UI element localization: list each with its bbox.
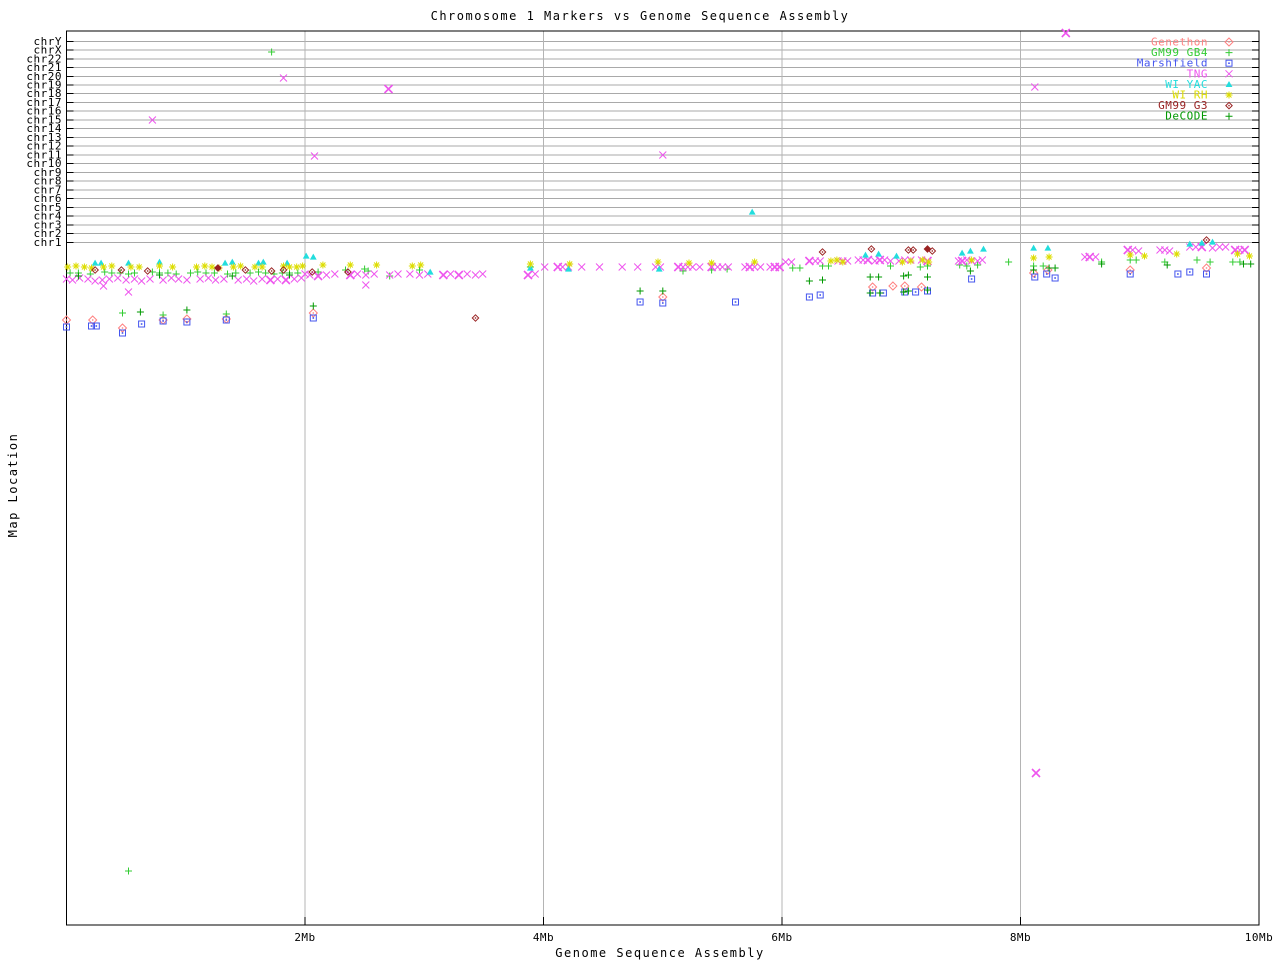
svg-text:TNG: TNG [1187,67,1208,80]
svg-text:chrY: chrY [34,35,63,48]
svg-text:chr1: chr1 [34,236,63,249]
svg-text:8Mb: 8Mb [1010,931,1031,944]
chr-tick-labels: chrYchrXchr22chr21chr20chr19chr18chr17ch… [26,35,63,249]
svg-text:Genethon: Genethon [1151,36,1208,49]
gridlines-vertical [304,31,1021,925]
svg-text:chrX: chrX [34,44,63,57]
legend-item-decode: DeCODE [1165,110,1233,123]
axis-ticks [66,40,1260,925]
legend-item-gm99-g3: GM99 G3 [1158,99,1233,112]
svg-text:chr9: chr9 [34,166,63,179]
svg-text:chr11: chr11 [26,148,62,161]
svg-text:chr13: chr13 [26,131,62,144]
svg-text:10Mb: 10Mb [1245,931,1274,944]
svg-text:chr18: chr18 [26,87,62,100]
svg-text:chr16: chr16 [26,105,62,118]
svg-text:chr22: chr22 [26,52,62,65]
svg-text:DeCODE: DeCODE [1165,110,1208,123]
svg-text:Marshfield: Marshfield [1137,57,1208,70]
gridlines-horizontal [66,40,1259,243]
series-gm99-g3 [91,236,1211,322]
svg-text:chr12: chr12 [26,140,62,153]
svg-text:chr6: chr6 [34,192,63,205]
legend-item-wi-rh: WI RH [1172,89,1233,102]
legend-item-marshfield: Marshfield [1137,57,1233,70]
svg-text:4Mb: 4Mb [533,931,554,944]
series-tng [62,28,1250,778]
series-marshfield [63,268,1210,337]
plot-border [66,30,1260,926]
x-axis-label: Genome Sequence Assembly [555,946,765,960]
svg-text:GM99 GB4: GM99 GB4 [1151,46,1208,59]
svg-text:chr21: chr21 [26,61,62,74]
y-axis-label: Map Location [6,432,20,538]
svg-text:6Mb: 6Mb [771,931,792,944]
svg-text:chr15: chr15 [26,114,62,127]
series-wi-rh [64,250,1253,272]
svg-text:chr19: chr19 [26,79,62,92]
svg-text:chr8: chr8 [34,175,63,188]
svg-text:2Mb: 2Mb [294,931,315,944]
chart-title: Chromosome 1 Markers vs Genome Sequence … [430,9,850,23]
svg-text:WI YAC: WI YAC [1165,78,1208,91]
svg-text:chr10: chr10 [26,157,62,170]
svg-text:chr4: chr4 [34,210,63,223]
legend-item-tng: TNG [1187,67,1233,80]
series-decode [74,260,1255,316]
svg-text:chr5: chr5 [34,201,63,214]
svg-text:chr14: chr14 [26,122,62,135]
svg-text:chr2: chr2 [34,227,63,240]
svg-text:GM99 G3: GM99 G3 [1158,99,1208,112]
svg-text:chr3: chr3 [34,218,63,231]
legend-item-wi-yac: WI YAC [1165,78,1233,91]
svg-text:WI RH: WI RH [1172,89,1208,102]
svg-text:chr20: chr20 [26,70,62,83]
series-genethon [61,263,1212,333]
legend-item-genethon: Genethon [1151,36,1234,49]
svg-text:chr7: chr7 [34,183,63,196]
legend-item-gm99-gb4: GM99 GB4 [1151,46,1233,59]
x-tick-labels: 2Mb 4Mb 6Mb 8Mb 10Mb [294,931,1274,944]
svg-text:chr17: chr17 [26,96,62,109]
